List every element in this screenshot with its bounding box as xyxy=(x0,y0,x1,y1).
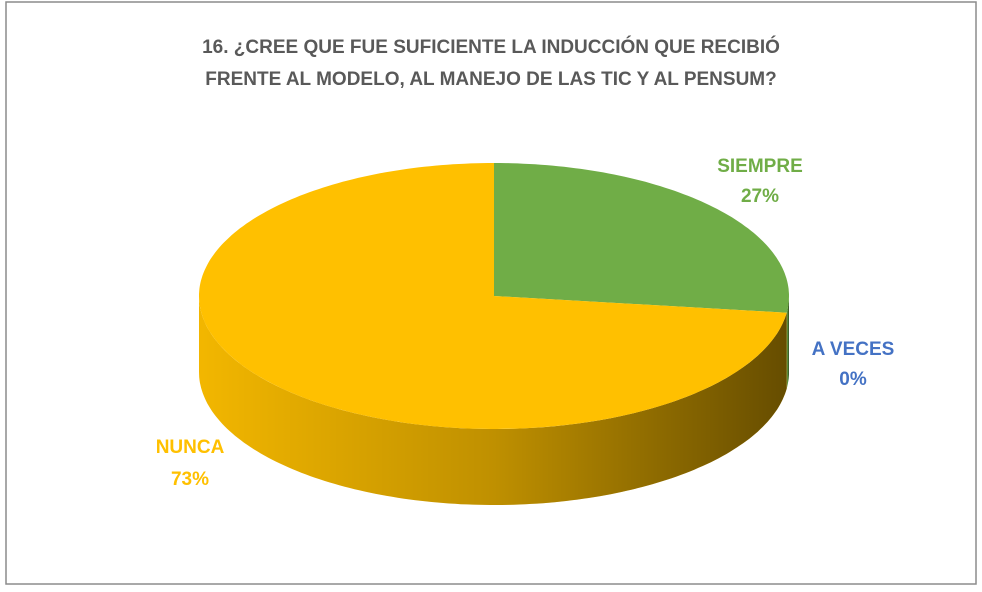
slice-label: SIEMPRE xyxy=(717,156,803,177)
slice-value-label: 0% xyxy=(839,369,867,390)
pie-slice xyxy=(494,163,789,389)
slice-side-shade xyxy=(786,296,789,389)
slice-top xyxy=(199,163,787,429)
chart-title: FRENTE AL MODELO, AL MANEJO DE LAS TIC Y… xyxy=(205,69,776,90)
chart-title: 16. ¿CREE QUE FUE SUFICIENTE LA INDUCCIÓ… xyxy=(202,36,780,58)
slice-value-label: 73% xyxy=(171,469,209,490)
pie-slice xyxy=(199,163,787,505)
slice-value-label: 27% xyxy=(741,186,779,207)
slice-label: NUNCA xyxy=(156,437,225,458)
slice-label: A VECES xyxy=(812,339,895,360)
slice-top xyxy=(494,163,789,313)
slice-side-shade xyxy=(199,296,787,505)
